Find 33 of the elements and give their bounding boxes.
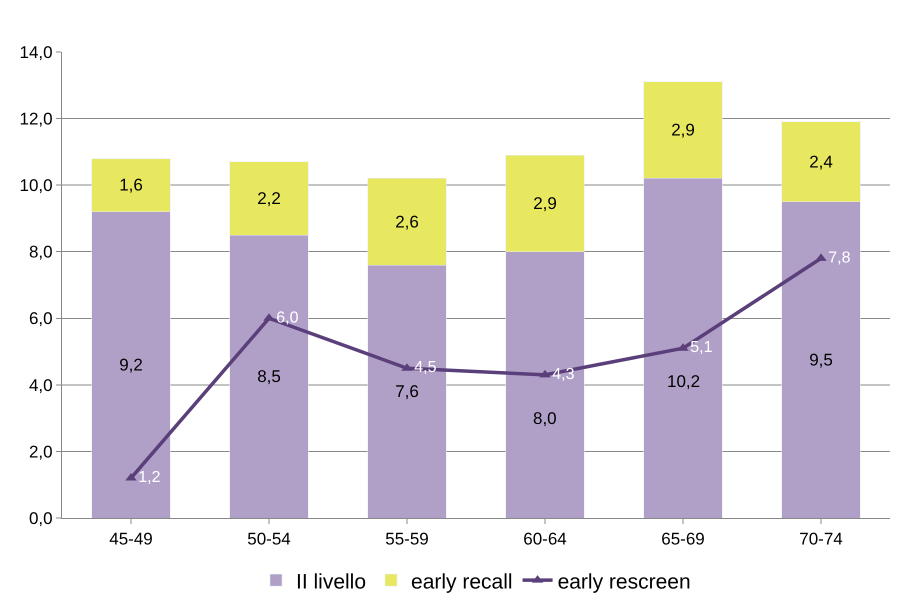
y-tick-label: 14,0	[20, 42, 53, 62]
x-tick-label: 45-49	[109, 529, 153, 548]
data-label: 5,1	[690, 339, 713, 356]
data-label: 2,6	[395, 212, 419, 232]
x-tick-label: 70-74	[799, 529, 843, 548]
data-label: 1,6	[119, 176, 143, 195]
data-label: 2,2	[257, 188, 281, 208]
data-label: 7,8	[828, 249, 851, 266]
data-label: 10,2	[667, 372, 700, 391]
x-tick-label: 50-54	[247, 529, 291, 548]
data-label: 7,6	[395, 382, 419, 402]
y-tick-label: 6,0	[28, 309, 53, 328]
y-tick-label: 0,0	[28, 508, 53, 528]
data-label: 9,2	[119, 355, 143, 374]
x-tick-label: 60-64	[523, 529, 567, 548]
y-tick-label: 10,0	[20, 176, 53, 196]
legend-label: II livello	[296, 570, 366, 594]
data-label: 2,9	[533, 194, 557, 213]
data-label: 9,5	[809, 350, 833, 370]
data-label: 6,0	[276, 309, 299, 326]
y-tick-label: 4,0	[28, 376, 53, 395]
x-tick-label: 55-59	[385, 529, 429, 548]
legend-label: early recall	[411, 570, 513, 594]
data-label: 8,5	[257, 367, 281, 386]
x-tick-label: 65-69	[661, 529, 705, 548]
data-label: 2,4	[809, 152, 833, 172]
y-tick-label: 2,0	[28, 442, 53, 462]
data-label: 2,9	[671, 120, 695, 140]
y-tick-label: 8,0	[28, 242, 53, 262]
data-label: 1,2	[138, 469, 161, 486]
y-tick-label: 12,0	[20, 110, 53, 129]
data-label: 8,0	[533, 409, 557, 428]
legend-label: early rescreen	[558, 570, 691, 594]
